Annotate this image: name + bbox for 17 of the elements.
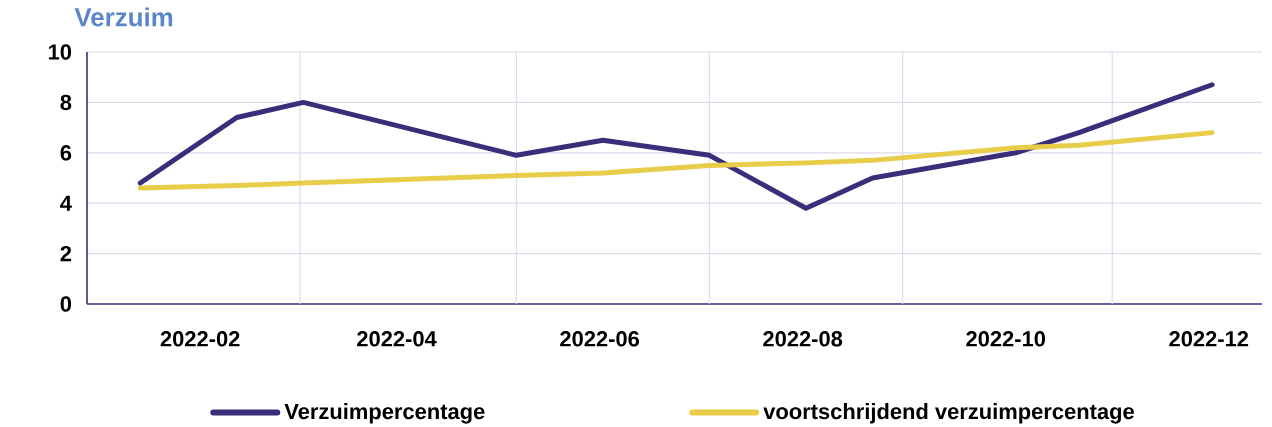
chart-title: Verzuim	[74, 7, 173, 27]
x-tick-label: 2022-04	[357, 331, 437, 347]
line-series	[137, 130, 1215, 191]
x-tick-label: 2022-06	[560, 331, 640, 347]
x-tick-label: 2022-02	[160, 331, 240, 347]
y-tick-label: 6	[60, 145, 72, 161]
x-tick-label: 2022-12	[1169, 331, 1249, 347]
x-tick-label: 2022-08	[763, 331, 843, 347]
y-tick-label: 0	[60, 296, 72, 312]
y-tick-label: 8	[60, 94, 72, 111]
y-tick-label: 10	[48, 44, 72, 60]
x-tick-label: 2022-10	[966, 331, 1046, 347]
legend-label: Verzuimpercentage	[284, 403, 485, 424]
legend-label: voortschrijdend verzuimpercentage	[763, 403, 1134, 424]
line-series	[137, 82, 1215, 211]
y-tick-label: 2	[60, 245, 72, 262]
y-tick-label: 4	[60, 195, 72, 211]
